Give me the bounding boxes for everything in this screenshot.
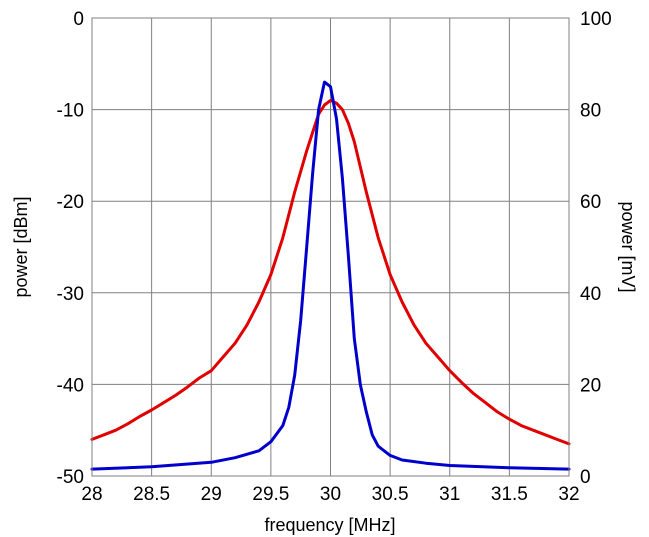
y-left-tick-label: -20 (57, 192, 84, 213)
series-line-dbm (90, 98, 571, 446)
x-tick-label: 29.5 (252, 484, 289, 505)
y-left-tick-label: -50 (57, 467, 84, 488)
y-left-axis-title: power [dBm] (11, 196, 31, 297)
y-left-tick-label: 0 (73, 9, 84, 30)
y-left-tick-label: -30 (57, 284, 84, 305)
plot-frame (91, 17, 570, 477)
x-tick-labels: 28 28.5 29 29.5 30 30.5 31 31.5 32 (81, 484, 579, 505)
y-right-tick-label: 80 (580, 101, 601, 122)
y-left-tick-labels: 0 -10 -20 -30 -40 -50 (57, 9, 84, 488)
series-lines (90, 80, 571, 471)
series-line-mv (90, 80, 571, 471)
y-right-tick-label: 100 (580, 9, 612, 30)
x-tick-label: 29 (201, 484, 222, 505)
y-left-tick-label: -10 (57, 101, 84, 122)
x-tick-label: 30.5 (372, 484, 409, 505)
y-right-tick-label: 0 (580, 467, 591, 488)
x-tick-label: 28.5 (133, 484, 170, 505)
y-left-tick-label: -40 (57, 375, 84, 396)
x-tick-label: 28 (81, 484, 102, 505)
grid-lines (91, 17, 570, 477)
x-tick-label: 32 (558, 484, 579, 505)
y-right-tick-labels: 100 80 60 40 20 0 (580, 9, 612, 488)
y-right-axis-title: power [mV] (618, 201, 638, 292)
y-right-tick-label: 40 (580, 284, 601, 305)
x-tick-label: 31.5 (491, 484, 528, 505)
x-tick-label: 30 (320, 484, 341, 505)
x-tick-label: 31 (439, 484, 460, 505)
x-axis-title: frequency [MHz] (264, 515, 395, 535)
y-right-tick-label: 20 (580, 375, 601, 396)
y-right-tick-label: 60 (580, 192, 601, 213)
